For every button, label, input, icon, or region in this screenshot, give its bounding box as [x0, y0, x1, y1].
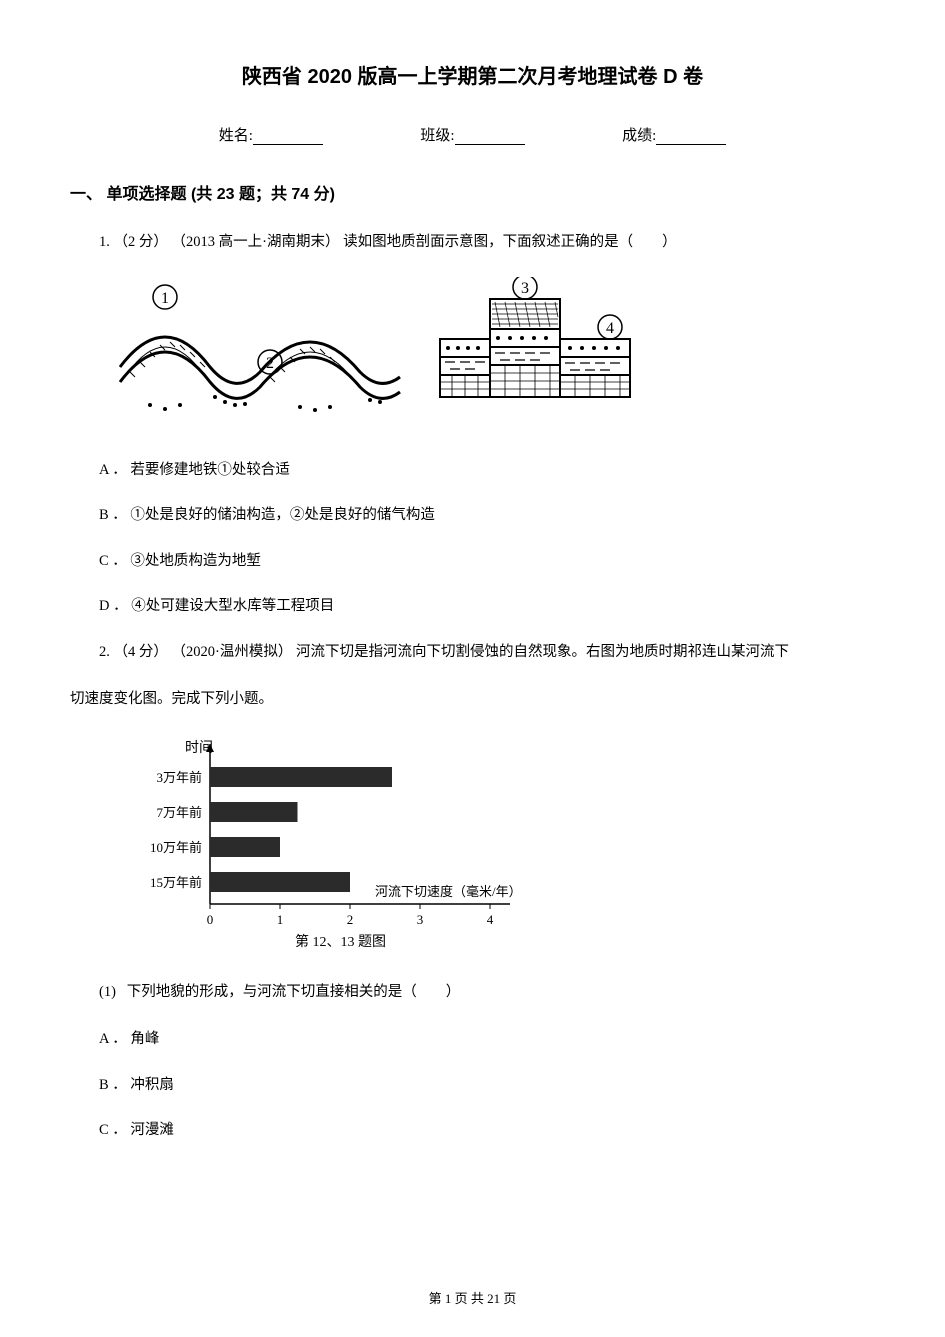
q2-option-b: B ． 冲积扇 — [70, 1072, 875, 1100]
section-number: 一、 — [70, 186, 102, 203]
chart-xtick-3: 3 — [417, 912, 424, 927]
geology-cross-section-svg: 1 2 3 — [110, 277, 640, 427]
page-footer: 第 1 页 共 21 页 — [0, 1288, 945, 1307]
chart-bar-0 — [210, 767, 392, 787]
q2-chart: 时间 3万年前 7万年前 10万年前 15万年前 0 1 2 3 4 河流下切速… — [130, 734, 875, 969]
chart-cat-2: 10万年前 — [150, 840, 202, 855]
chart-bar-2 — [210, 837, 280, 857]
chart-xtick-1: 1 — [277, 912, 284, 927]
chart-cat-3: 15万年前 — [150, 875, 202, 890]
footer-page: 1 — [445, 1291, 452, 1306]
chart-bar-3 — [210, 872, 350, 892]
student-info-line: 姓名: 班级: 成绩: — [70, 124, 875, 145]
footer-suffix: 页 — [503, 1291, 516, 1306]
q2-sub1-stem: 下列地貌的形成，与河流下切直接相关的是（ ） — [127, 984, 461, 1000]
q2-stem-line1: 河流下切是指河流向下切割侵蚀的自然现象。右图为地质时期祁连山某河流下 — [296, 644, 789, 660]
class-blank[interactable] — [455, 129, 525, 145]
class-label: 班级: — [420, 124, 454, 145]
section-title: 单项选择题 — [106, 186, 186, 203]
label-1: 1 — [161, 290, 169, 307]
q1-number: 1. — [99, 234, 110, 250]
q2-sub1-num: (1) — [99, 984, 116, 1000]
chart-cat-0: 3万年前 — [156, 770, 202, 785]
chart-bar-1 — [210, 802, 298, 822]
river-incision-chart-svg: 时间 3万年前 7万年前 10万年前 15万年前 0 1 2 3 4 河流下切速… — [130, 734, 570, 964]
question-2: 2. （4 分） （2020·温州模拟） 河流下切是指河流向下切割侵蚀的自然现象… — [70, 639, 875, 667]
footer-middle: 页 共 — [455, 1291, 484, 1306]
q2-number: 2. — [99, 644, 110, 660]
question-1: 1. （2 分） （2013 高一上·湖南期末） 读如图地质剖面示意图，下面叙述… — [70, 229, 875, 257]
footer-total: 21 — [487, 1291, 500, 1306]
q1-option-c: C ． ③处地质构造为地堑 — [70, 548, 875, 576]
q1-option-d: D ． ④处可建设大型水库等工程项目 — [70, 593, 875, 621]
q1-option-a: A ． 若要修建地铁①处较合适 — [70, 457, 875, 485]
label-4: 4 — [606, 320, 614, 337]
name-blank[interactable] — [253, 129, 323, 145]
score-blank[interactable] — [656, 129, 726, 145]
q1-points: （2 分） — [114, 234, 168, 250]
chart-xtick-4: 4 — [487, 912, 494, 927]
chart-caption: 第 12、13 题图 — [295, 933, 386, 950]
q2-option-c: C ． 河漫滩 — [70, 1117, 875, 1145]
chart-xtick-0: 0 — [207, 912, 214, 927]
chart-xtick-2: 2 — [347, 912, 354, 927]
q2-source: （2020·温州模拟） — [172, 644, 293, 660]
name-label: 姓名: — [219, 124, 253, 145]
chart-cat-1: 7万年前 — [156, 805, 202, 820]
footer-prefix: 第 — [429, 1291, 442, 1306]
q2-points: （4 分） — [114, 644, 168, 660]
section-detail: (共 23 题；共 74 分) — [191, 186, 335, 203]
q1-option-b: B ． ①处是良好的储油构造，②处是良好的储气构造 — [70, 502, 875, 530]
label-3: 3 — [521, 280, 529, 297]
q1-stem: 读如图地质剖面示意图，下面叙述正确的是（ ） — [343, 234, 677, 250]
section-one-header: 一、 单项选择题 (共 23 题；共 74 分) — [70, 180, 875, 204]
chart-x-label: 河流下切速度（毫米/年） — [375, 884, 522, 899]
q1-figure: 1 2 3 — [110, 277, 875, 432]
q1-source: （2013 高一上·湖南期末） — [172, 234, 340, 250]
q2-option-a: A ． 角峰 — [70, 1026, 875, 1054]
chart-y-label: 时间 — [185, 740, 213, 756]
score-label: 成绩: — [622, 124, 656, 145]
exam-title: 陕西省 2020 版高一上学期第二次月考地理试卷 D 卷 — [70, 60, 875, 89]
q2-stem-line2: 切速度变化图。完成下列小题。 — [70, 686, 875, 714]
q2-sub1: (1) 下列地貌的形成，与河流下切直接相关的是（ ） — [70, 979, 875, 1007]
